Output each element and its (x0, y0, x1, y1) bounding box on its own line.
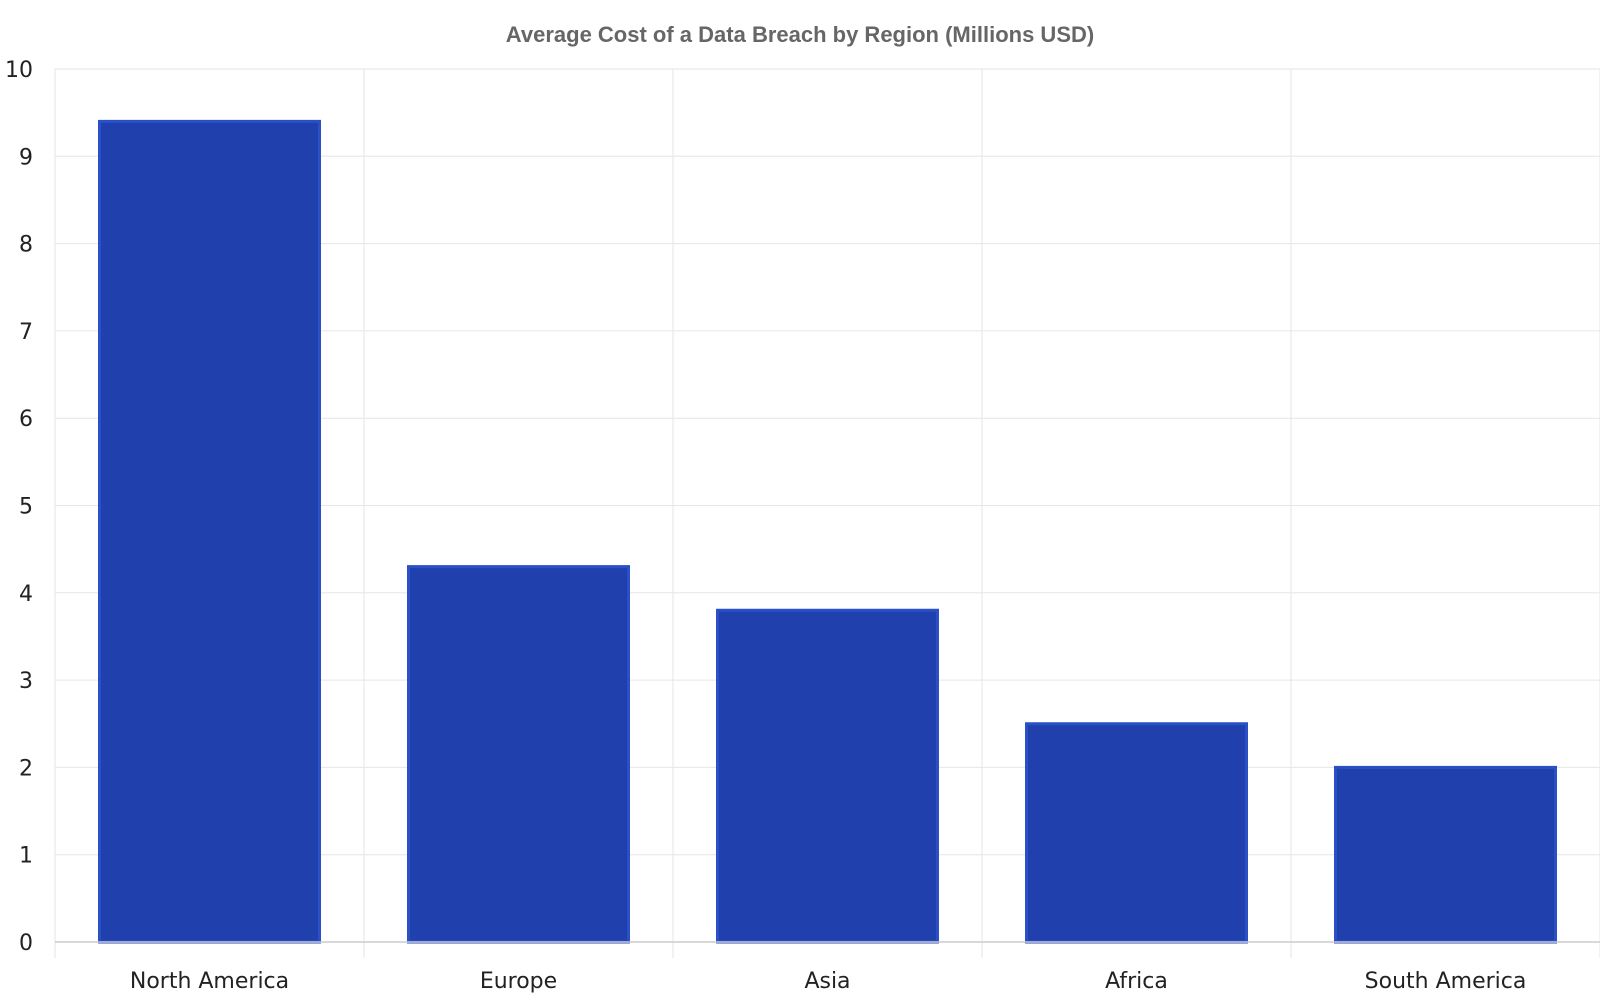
x-tick-label: Europe (480, 969, 557, 994)
bar (716, 608, 939, 944)
y-tick-label: 7 (19, 320, 33, 345)
chart-title: Average Cost of a Data Breach by Region … (506, 22, 1094, 47)
y-tick-label: 9 (19, 145, 33, 170)
bar-layer (98, 119, 1557, 944)
x-tick-label: North America (130, 969, 289, 994)
x-tick-label: Asia (804, 969, 850, 994)
y-tick-label: 2 (19, 756, 33, 781)
y-tick-label: 3 (19, 669, 33, 694)
y-tick-label: 1 (19, 844, 33, 869)
bar (1025, 722, 1248, 944)
y-tick-label: 8 (19, 233, 33, 258)
y-tick-label: 6 (19, 407, 33, 432)
x-tick-label: South America (1365, 969, 1527, 994)
y-tick-label: 0 (19, 931, 33, 956)
y-tick-label: 4 (19, 582, 33, 607)
y-tick-label: 5 (19, 495, 33, 520)
bar (1334, 765, 1557, 944)
bar (98, 119, 321, 944)
bar (407, 565, 630, 944)
x-tick-label: Africa (1105, 969, 1168, 994)
axis-layer: 0 1 2 3 4 5 6 7 8 9 10 North America Europe Asia Afric… (5, 58, 1600, 994)
y-tick-label: 10 (5, 58, 33, 83)
